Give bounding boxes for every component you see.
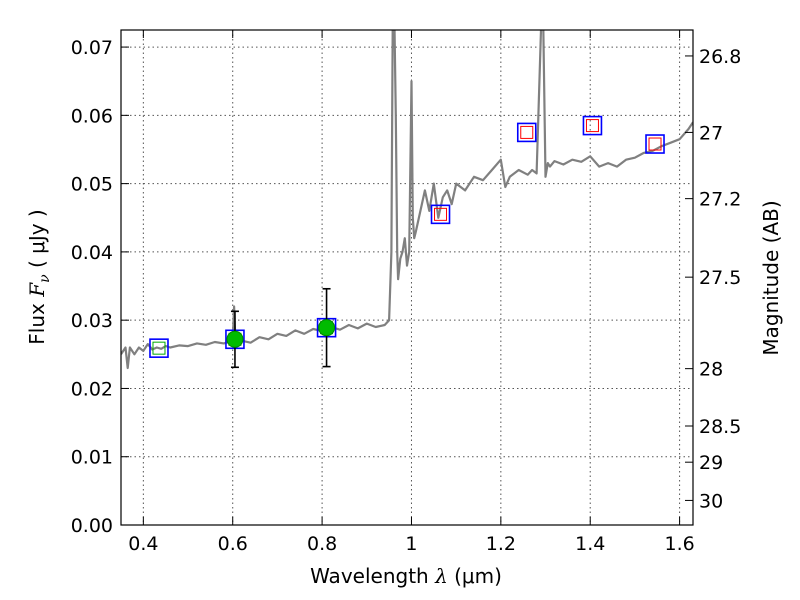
y-tick-label: 0.00 xyxy=(71,515,113,537)
model-flux-square xyxy=(430,204,451,225)
y-tick-label: 0.04 xyxy=(71,242,113,264)
x-axis-title-text: Wavelength xyxy=(310,564,429,588)
model-photometry-squares xyxy=(149,115,665,358)
x-tick-label: 0.8 xyxy=(307,533,337,555)
observed-flux-point xyxy=(318,319,336,337)
magnitude-tick-label: 28.5 xyxy=(699,416,741,438)
y-tick-label: 0.06 xyxy=(71,105,113,127)
magnitude-tick-label: 27.5 xyxy=(699,267,741,289)
y-tick-label: 0.01 xyxy=(71,447,113,469)
y-tick-label: 0.03 xyxy=(71,310,113,332)
magnitude-tick-label: 26.8 xyxy=(699,46,741,68)
magnitude-tick-label: 27 xyxy=(699,122,723,144)
model-flux-inner-square xyxy=(585,119,599,133)
grid-lines xyxy=(121,30,693,526)
model-flux-inner-square xyxy=(520,125,534,139)
x-axis-title-symbol: λ xyxy=(434,564,448,588)
observed-flux-point xyxy=(226,330,244,348)
sed-model-series xyxy=(121,30,693,370)
model-flux-square xyxy=(582,115,603,136)
x-tick-label: 1.2 xyxy=(486,533,516,555)
y-tick-label: 0.02 xyxy=(71,378,113,400)
sed-model-line xyxy=(121,30,693,370)
right-axis-title: Magnitude (AB) xyxy=(759,200,783,355)
model-flux-square xyxy=(149,338,169,358)
x-tick-label: 1 xyxy=(405,533,417,555)
model-flux-inner-square xyxy=(648,137,662,151)
model-flux-square xyxy=(516,122,537,143)
x-tick-label: 0.4 xyxy=(128,533,158,555)
x-tick-label: 1.6 xyxy=(664,533,694,555)
magnitude-tick-label: 28 xyxy=(699,359,723,381)
magnitude-tick-label: 29 xyxy=(699,452,723,474)
y-tick-label: 0.05 xyxy=(71,174,113,196)
y-axis-title-subscript: ν xyxy=(37,274,53,283)
y-axis-title-symbol: F xyxy=(25,282,49,298)
x-tick-label: 1.4 xyxy=(575,533,605,555)
x-axis-title: Wavelength λ (μm) xyxy=(310,564,502,588)
plot-frame xyxy=(120,29,694,526)
y-tick-label: 0.07 xyxy=(71,37,113,59)
y-axis-title-unit: ( μJy ) xyxy=(25,209,49,268)
x-tick-label: 0.6 xyxy=(218,533,248,555)
y-axis-title-text: Flux xyxy=(25,303,49,345)
model-flux-inner-square xyxy=(434,207,448,221)
model-flux-inner-square xyxy=(152,341,166,355)
magnitude-tick-label: 30 xyxy=(699,490,723,512)
magnitude-tick-label: 27.2 xyxy=(699,189,741,211)
observed-photometry xyxy=(226,287,336,369)
y-axis-title: Flux Fν ( μJy ) xyxy=(25,209,53,344)
model-flux-square xyxy=(645,134,665,154)
axis-ticks: 0.4 0.6 0.8 1 1.2 1.4 1.6 0.00 0.01 0.02 0.03 0.04 0… xyxy=(71,30,741,555)
x-axis-title-unit: (μm) xyxy=(454,564,502,588)
